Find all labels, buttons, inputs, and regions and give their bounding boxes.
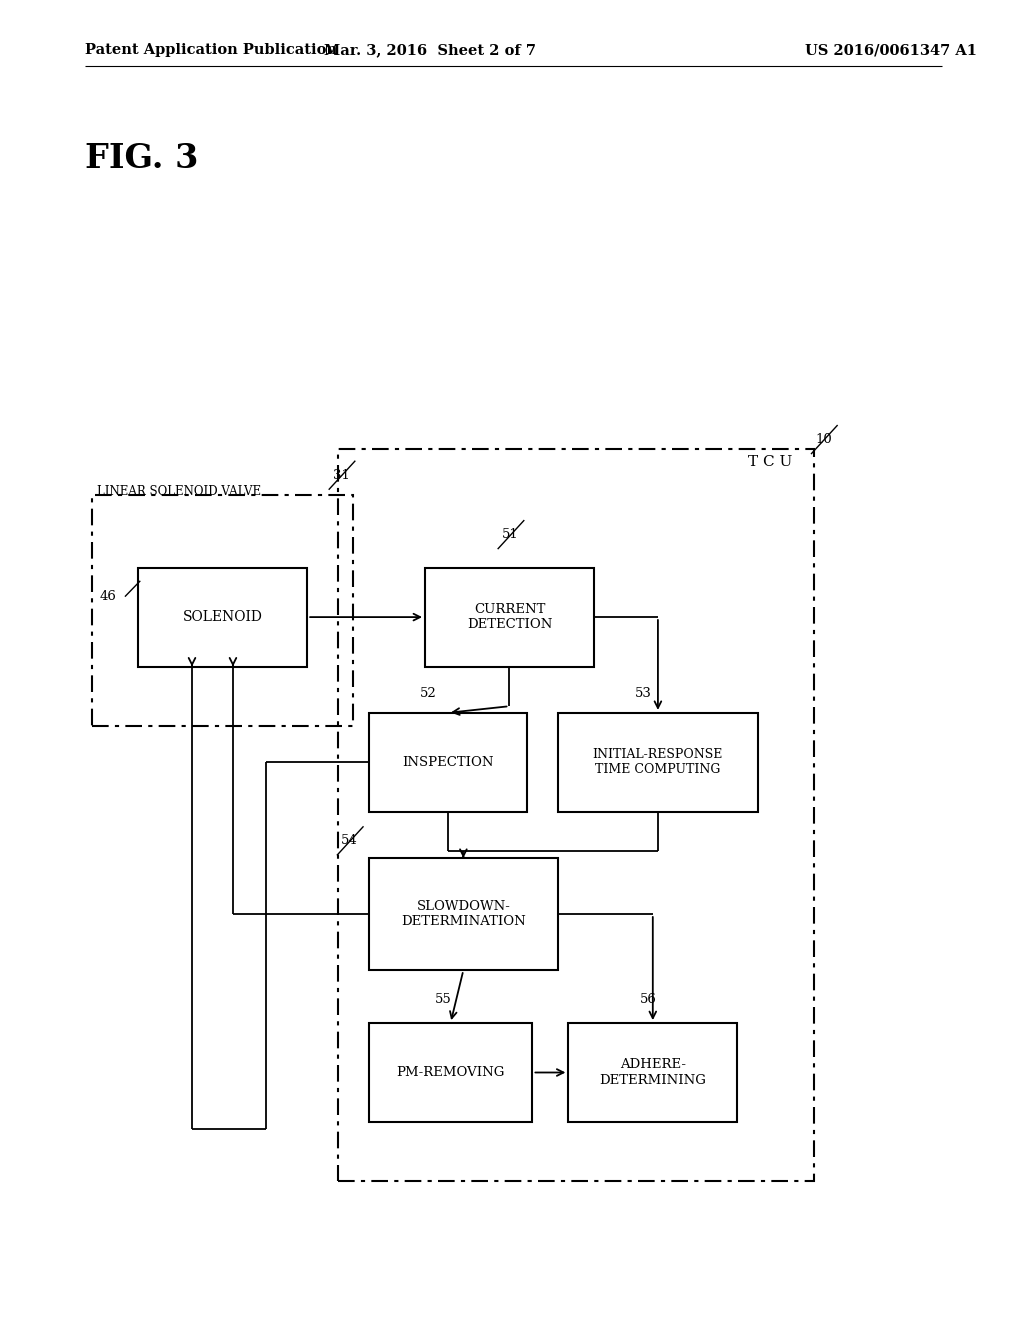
Text: PM-REMOVING: PM-REMOVING [396, 1067, 505, 1078]
Text: US 2016/0061347 A1: US 2016/0061347 A1 [805, 44, 977, 57]
Text: INITIAL-RESPONSE
TIME COMPUTING: INITIAL-RESPONSE TIME COMPUTING [593, 748, 723, 776]
Text: LINEAR SOLENOID VALVE: LINEAR SOLENOID VALVE [97, 484, 261, 498]
Text: CURRENT
DETECTION: CURRENT DETECTION [467, 603, 552, 631]
Text: SOLENOID: SOLENOID [182, 610, 263, 624]
Text: 56: 56 [640, 993, 656, 1006]
Text: 52: 52 [420, 686, 436, 700]
Bar [369, 1023, 532, 1122]
Text: INSPECTION: INSPECTION [402, 756, 494, 768]
Bar [558, 713, 758, 812]
Text: 46: 46 [99, 590, 116, 603]
Bar [568, 1023, 737, 1122]
Bar [369, 713, 527, 812]
Text: Mar. 3, 2016  Sheet 2 of 7: Mar. 3, 2016 Sheet 2 of 7 [324, 44, 537, 57]
Text: ADHERE-
DETERMINING: ADHERE- DETERMINING [599, 1059, 707, 1086]
Bar [92, 495, 353, 726]
Bar [338, 449, 814, 1181]
Text: 10: 10 [815, 433, 831, 446]
Text: 54: 54 [341, 834, 357, 847]
Text: FIG. 3: FIG. 3 [85, 143, 199, 176]
Text: 55: 55 [435, 993, 452, 1006]
Text: T C U: T C U [748, 455, 792, 469]
Text: SLOWDOWN-
DETERMINATION: SLOWDOWN- DETERMINATION [401, 900, 525, 928]
Bar [138, 568, 307, 667]
Text: 53: 53 [635, 686, 651, 700]
Text: Patent Application Publication: Patent Application Publication [85, 44, 337, 57]
Text: 31: 31 [333, 469, 349, 482]
Bar [425, 568, 594, 667]
Text: 51: 51 [502, 528, 518, 541]
Bar [369, 858, 558, 970]
